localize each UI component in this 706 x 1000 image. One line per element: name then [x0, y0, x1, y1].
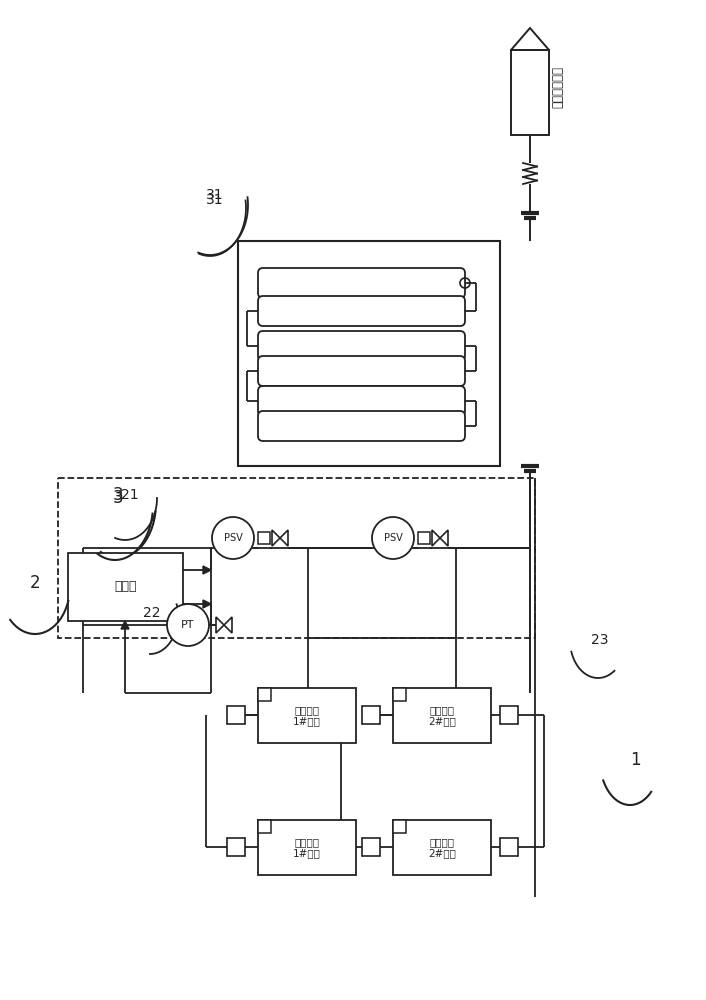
Text: PSV: PSV: [224, 533, 242, 543]
FancyBboxPatch shape: [258, 268, 465, 298]
Text: 22: 22: [143, 606, 161, 620]
Bar: [238, 241, 500, 466]
Bar: [500, 838, 518, 856]
Bar: [258, 532, 270, 544]
Text: 31: 31: [206, 188, 224, 202]
Polygon shape: [440, 530, 448, 546]
Bar: [227, 838, 245, 856]
Text: 液相接口
2#钉瓶: 液相接口 2#钉瓶: [428, 837, 456, 858]
Text: 31: 31: [206, 193, 224, 207]
Polygon shape: [280, 530, 288, 546]
FancyBboxPatch shape: [258, 356, 465, 386]
Bar: [511, 50, 549, 135]
Text: 3: 3: [113, 486, 124, 504]
Bar: [258, 688, 271, 701]
Text: 气相接口
1#钉瓶: 气相接口 1#钉瓶: [293, 705, 321, 726]
Text: 1: 1: [630, 751, 640, 769]
Bar: [393, 820, 406, 833]
FancyBboxPatch shape: [258, 411, 465, 441]
Text: 控制筱: 控制筱: [114, 580, 137, 593]
Circle shape: [372, 517, 414, 559]
Polygon shape: [511, 28, 549, 50]
Polygon shape: [432, 530, 440, 546]
Text: 去车间用气点: 去车间用气点: [551, 66, 565, 107]
Text: 21: 21: [121, 488, 139, 502]
Polygon shape: [216, 617, 224, 633]
Bar: [362, 838, 380, 856]
Text: 气相接口
2#钉瓶: 气相接口 2#钉瓶: [428, 705, 456, 726]
FancyBboxPatch shape: [258, 296, 465, 326]
Bar: [362, 706, 380, 724]
Bar: [393, 820, 491, 875]
Text: PT: PT: [181, 620, 195, 630]
Bar: [393, 688, 491, 743]
Text: 2: 2: [30, 574, 40, 592]
Bar: [58, 478, 535, 638]
Circle shape: [212, 517, 254, 559]
Bar: [418, 532, 430, 544]
Bar: [227, 706, 245, 724]
Bar: [258, 820, 356, 875]
Text: 3: 3: [113, 489, 124, 507]
Bar: [393, 688, 406, 701]
Text: 23: 23: [591, 633, 609, 647]
Bar: [68, 553, 183, 621]
Polygon shape: [203, 600, 211, 608]
FancyBboxPatch shape: [258, 386, 465, 416]
FancyBboxPatch shape: [258, 331, 465, 361]
Polygon shape: [121, 621, 129, 629]
Bar: [500, 706, 518, 724]
Polygon shape: [224, 617, 232, 633]
Polygon shape: [203, 566, 211, 574]
Circle shape: [167, 604, 209, 646]
Bar: [258, 688, 356, 743]
Text: PSV: PSV: [383, 533, 402, 543]
Text: 液相接口
1#钉瓶: 液相接口 1#钉瓶: [293, 837, 321, 858]
Bar: [258, 820, 271, 833]
Polygon shape: [272, 530, 280, 546]
